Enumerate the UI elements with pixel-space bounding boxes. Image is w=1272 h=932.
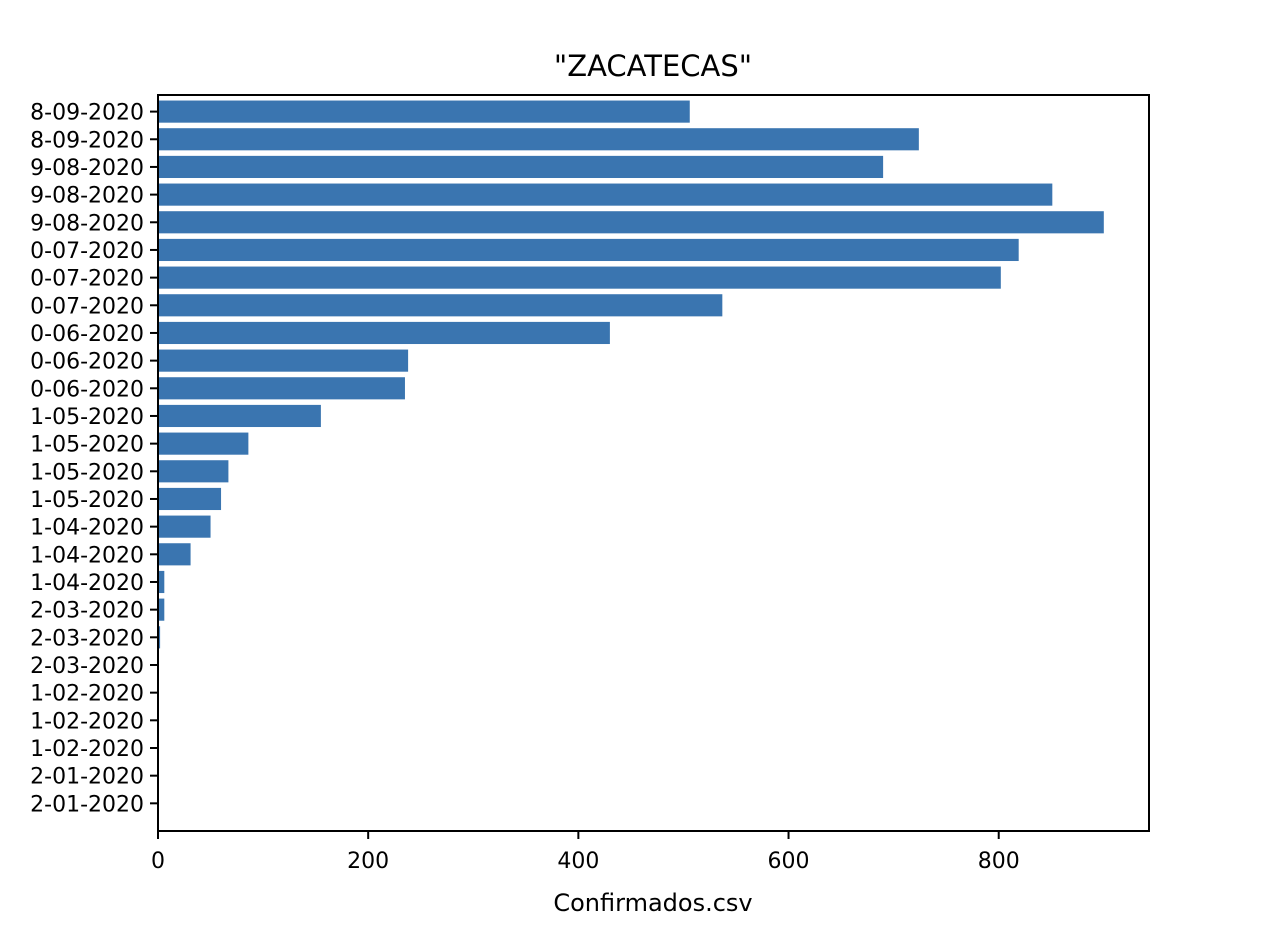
y-tick-label: 1-04-2020 — [30, 516, 144, 541]
y-tick-label: 1-02-2020 — [30, 682, 144, 707]
y-tick-label: 1-04-2020 — [30, 571, 144, 596]
y-tick-label: 0-06-2020 — [30, 350, 144, 375]
x-tick-label: 200 — [347, 849, 389, 874]
bar — [158, 570, 165, 594]
y-tick-label: 1-05-2020 — [30, 488, 144, 513]
y-tick-label: 1-05-2020 — [30, 433, 144, 458]
y-tick-label: 9-08-2020 — [30, 184, 144, 209]
y-tick-label: 2-03-2020 — [30, 599, 144, 624]
x-axis-label: Confirmados.csv — [553, 889, 752, 917]
y-tick-label: 1-05-2020 — [30, 460, 144, 485]
y-tick-label: 2-01-2020 — [30, 792, 144, 817]
bar — [158, 100, 690, 123]
bar — [158, 515, 211, 538]
x-tick-label: 400 — [557, 849, 599, 874]
y-tick-label: 1-05-2020 — [30, 405, 144, 430]
x-tick-label: 800 — [978, 849, 1020, 874]
y-tick-label: 2-01-2020 — [30, 765, 144, 790]
y-tick-label: 8-09-2020 — [30, 128, 144, 153]
x-axis-ticks: 0 200 400 600 800 — [151, 831, 1020, 874]
plot-frame — [157, 94, 1150, 832]
y-tick-label: 8-09-2020 — [30, 101, 144, 126]
y-tick-label: 2-03-2020 — [30, 654, 144, 679]
bar — [158, 598, 165, 621]
y-tick-label: 0-07-2020 — [30, 267, 144, 292]
bar — [158, 238, 1019, 262]
bar — [158, 211, 1104, 234]
bar — [158, 349, 409, 372]
y-tick-label: 0-07-2020 — [30, 294, 144, 319]
y-tick-label: 1-04-2020 — [30, 543, 144, 568]
bar — [158, 266, 1001, 289]
bar — [158, 183, 1053, 206]
bar — [158, 487, 222, 511]
bar — [158, 321, 610, 345]
bar — [158, 128, 919, 151]
y-tick-label: 1-02-2020 — [30, 737, 144, 762]
bar — [158, 404, 321, 428]
bar — [158, 155, 884, 179]
y-tick-label: 0-06-2020 — [30, 377, 144, 402]
bar — [158, 294, 723, 317]
y-axis-ticks: 2-01-20202-01-20201-02-20201-02-20201-02… — [30, 101, 158, 817]
bar — [158, 626, 161, 649]
bar — [158, 543, 191, 566]
chart-title: "ZACATECAS" — [554, 49, 752, 83]
x-tick-label: 600 — [768, 849, 810, 874]
y-tick-label: 9-08-2020 — [30, 156, 144, 181]
y-tick-label: 0-07-2020 — [30, 239, 144, 264]
y-tick-label: 9-08-2020 — [30, 211, 144, 236]
x-tick-label: 0 — [151, 849, 165, 874]
y-tick-label: 2-03-2020 — [30, 626, 144, 651]
y-tick-label: 1-02-2020 — [30, 709, 144, 734]
bar — [158, 460, 229, 483]
bars-group — [158, 100, 1104, 649]
bar — [158, 432, 249, 455]
bar — [158, 377, 405, 400]
y-tick-label: 0-06-2020 — [30, 322, 144, 347]
